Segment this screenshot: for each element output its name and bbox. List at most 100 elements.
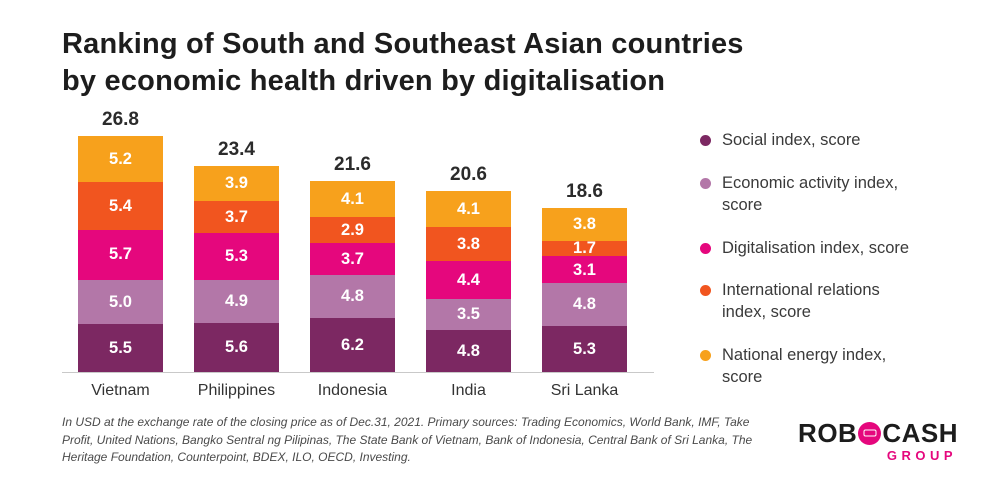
segment-national-energy-index-india: 4.1	[426, 191, 511, 228]
segment-international-relations-index-vietnam: 5.4	[78, 182, 163, 230]
footnote: In USD at the exchange rate of the closi…	[62, 415, 753, 464]
bar-sri-lanka: 18.6 3.8 1.7 3.1 4.8 5.3	[542, 180, 627, 373]
x-axis-labels: Vietnam Philippines Indonesia India Sri Lank…	[62, 382, 654, 400]
legend-dot-icon	[700, 177, 711, 189]
bar-stack-vietnam: 5.2 5.4 5.7 5.0 5.5	[78, 136, 163, 373]
segment-value-label: 6.2	[341, 335, 364, 354]
x-axis-label-philippines: Philippines	[197, 382, 276, 400]
segment-value-label: 3.7	[225, 207, 248, 226]
legend-item-digitalisation-index: Digitalisation index, score	[700, 238, 920, 260]
legend-label: National energy index, score	[722, 345, 887, 386]
bar-total-label-vietnam: 26.8	[102, 109, 139, 131]
segment-value-label: 4.8	[457, 341, 480, 360]
logo-text-group: GROUP	[886, 448, 957, 464]
x-axis-line	[62, 372, 654, 374]
segment-value-label: 3.5	[457, 305, 480, 324]
legend-dot-icon	[700, 135, 711, 147]
segment-value-label: 4.8	[341, 287, 364, 306]
segment-value-label: 5.2	[109, 149, 132, 168]
segment-value-label: 3.7	[341, 249, 364, 268]
segment-economic-activity-index-philippines: 4.9	[194, 279, 279, 323]
legend-label: Economic activity index, score	[722, 173, 899, 214]
legend-item-national-energy-index: National energy index, score	[700, 345, 920, 389]
segment-value-label: 5.6	[225, 338, 248, 357]
bar-indonesia: 21.6 4.1 2.9 3.7 4.8 6.2	[310, 154, 395, 373]
stacked-bar-chart: 26.8 5.2 5.4 5.7 5.0 5.5 23.4 3.9 3.7 5.3 4.9 5.6 21…	[62, 106, 654, 400]
chart-legend: Social index, score Economic activity ind…	[700, 130, 920, 388]
bar-stack-sri-lanka: 3.8 1.7 3.1 4.8 5.3	[542, 207, 627, 373]
segment-value-label: 2.9	[341, 220, 364, 239]
segment-value-label: 1.7	[573, 239, 596, 258]
segment-value-label: 5.5	[109, 338, 132, 357]
bar-total-label-indonesia: 21.6	[334, 154, 371, 176]
logo-coin-icon	[858, 421, 882, 445]
legend-item-social-index: Social index, score	[700, 130, 920, 152]
segment-value-label: 5.4	[109, 196, 132, 215]
segment-national-energy-index-philippines: 3.9	[194, 166, 279, 201]
page-title-line2: by economic health driven by digitalisat…	[62, 65, 666, 98]
logo-text-rob: ROB	[798, 418, 858, 449]
legend-label: International relations index, score	[722, 281, 880, 322]
bar-philippines: 23.4 3.9 3.7 5.3 4.9 5.6	[194, 139, 279, 373]
segment-social-index-vietnam: 5.5	[78, 323, 163, 373]
segment-international-relations-index-india: 3.8	[426, 227, 511, 261]
bar-stack-india: 4.1 3.8 4.4 3.5 4.8	[426, 191, 511, 373]
legend-label: Digitalisation index, score	[722, 238, 910, 257]
legend-label: Social index, score	[722, 131, 861, 150]
segment-digitalisation-index-philippines: 5.3	[194, 233, 279, 280]
segment-social-index-sri-lanka: 5.3	[542, 325, 627, 373]
legend-dot-icon	[700, 242, 711, 254]
segment-international-relations-index-indonesia: 2.9	[310, 217, 395, 243]
segment-social-index-philippines: 5.6	[194, 322, 279, 373]
segment-economic-activity-index-vietnam: 5.0	[78, 279, 163, 324]
segment-digitalisation-index-sri-lanka: 3.1	[542, 256, 627, 284]
segment-value-label: 5.3	[573, 339, 596, 358]
segment-national-energy-index-vietnam: 5.2	[78, 136, 163, 183]
robocash-logo: ROB CASH GROUP	[798, 420, 958, 463]
legend-item-international-relations-index: International relations index, score	[700, 280, 920, 324]
segment-digitalisation-index-vietnam: 5.7	[78, 229, 163, 280]
x-axis-label-vietnam: Vietnam	[91, 382, 150, 400]
bar-stack-philippines: 3.9 3.7 5.3 4.9 5.6	[194, 166, 279, 373]
page-title-line1: Ranking of South and Southeast Asian cou…	[62, 28, 744, 60]
segment-value-label: 5.3	[225, 247, 248, 266]
x-axis-label-indonesia: Indonesia	[317, 382, 388, 400]
segment-economic-activity-index-india: 3.5	[426, 299, 511, 331]
logo-text-cash: CASH	[882, 418, 958, 449]
segment-value-label: 4.1	[457, 199, 480, 218]
segment-international-relations-index-philippines: 3.7	[194, 200, 279, 234]
x-axis-label-sri-lanka: Sri Lanka	[550, 382, 619, 400]
segment-national-energy-index-sri-lanka: 3.8	[542, 207, 627, 242]
segment-value-label: 3.8	[457, 234, 480, 253]
segment-value-label: 5.0	[109, 292, 132, 311]
segment-social-index-india: 4.8	[426, 330, 511, 373]
segment-value-label: 3.1	[573, 260, 596, 279]
bar-stack-indonesia: 4.1 2.9 3.7 4.8 6.2	[310, 181, 395, 373]
legend-dot-icon	[700, 349, 711, 361]
legend-dot-icon	[700, 285, 711, 297]
segment-digitalisation-index-indonesia: 3.7	[310, 242, 395, 276]
bar-total-label-philippines: 23.4	[218, 139, 255, 161]
logo-wordmark: ROB CASH	[798, 420, 958, 446]
x-axis-label-india: India	[451, 382, 486, 400]
segment-value-label: 4.1	[341, 190, 364, 209]
segment-value-label: 3.9	[225, 174, 248, 193]
segment-value-label: 4.9	[225, 292, 248, 311]
footer-row: In USD at the exchange rate of the closi…	[62, 414, 960, 466]
segment-value-label: 4.4	[457, 270, 480, 289]
segment-economic-activity-index-sri-lanka: 4.8	[542, 283, 627, 326]
bar-total-label-sri-lanka: 18.6	[566, 180, 603, 202]
segment-value-label: 5.7	[109, 245, 132, 264]
segment-social-index-indonesia: 6.2	[310, 317, 395, 373]
segment-economic-activity-index-indonesia: 4.8	[310, 275, 395, 318]
bar-vietnam: 26.8 5.2 5.4 5.7 5.0 5.5	[78, 109, 163, 373]
legend-item-economic-activity-index: Economic activity index, score	[700, 173, 920, 217]
segment-national-energy-index-indonesia: 4.1	[310, 181, 395, 218]
bar-total-label-india: 20.6	[450, 164, 487, 186]
segment-digitalisation-index-india: 4.4	[426, 260, 511, 300]
segment-international-relations-index-sri-lanka: 1.7	[542, 239, 627, 258]
segment-value-label: 3.8	[573, 215, 596, 234]
page-title: Ranking of South and Southeast Asian cou…	[62, 26, 960, 100]
bars-plot-area: 26.8 5.2 5.4 5.7 5.0 5.5 23.4 3.9 3.7 5.3 4.9 5.6 21…	[62, 106, 654, 373]
